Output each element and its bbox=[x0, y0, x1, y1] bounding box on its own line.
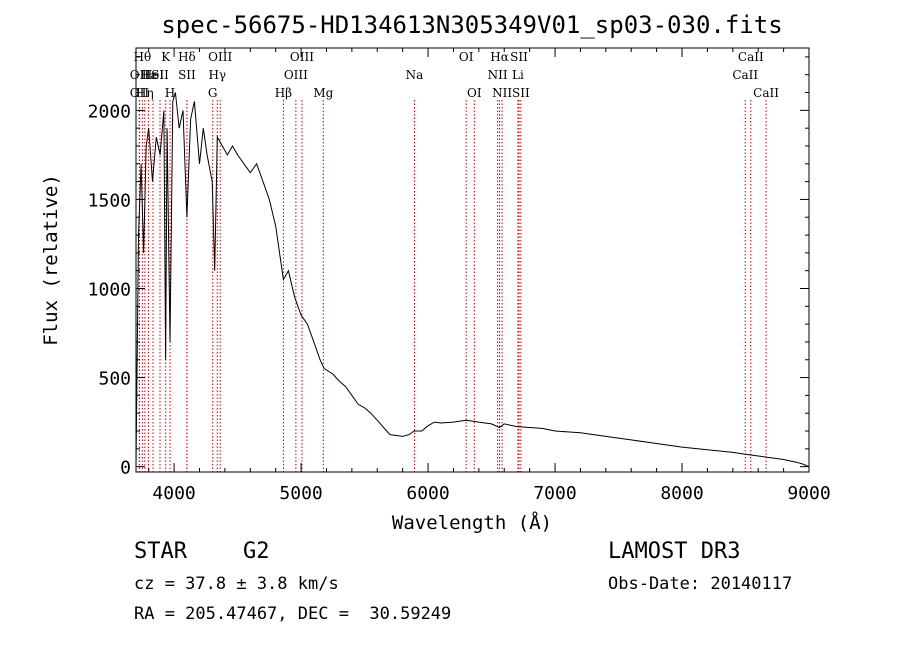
coordinates: RA = 205.47467, DEC = 30.59249 bbox=[134, 604, 452, 624]
observation-date: Obs-Date: 20140117 bbox=[608, 574, 793, 594]
spectral-line-label: NII bbox=[488, 68, 508, 82]
x-tick-label: 4000 bbox=[152, 483, 195, 504]
y-tick-label: 2000 bbox=[88, 101, 131, 122]
spectral-line-markers: OIIOIIHθHηHεHeISIIKHHδSIIGHγOIIIHβOIIIOI… bbox=[130, 50, 779, 472]
spectral-line-label: HeI bbox=[142, 68, 165, 82]
y-tick-label: 0 bbox=[120, 458, 131, 479]
spectral-line-label: OIII bbox=[208, 50, 232, 64]
spectral-line-label: SII bbox=[512, 86, 530, 100]
spectral-line-label: Hη bbox=[136, 86, 154, 100]
x-tick-label: 6000 bbox=[406, 483, 449, 504]
spectral-line-label: Hθ bbox=[133, 50, 151, 64]
axis-ticks: 4000 5000 6000 7000 8000 9000 0 500 1000 1500 2000 bbox=[88, 48, 831, 504]
survey-name: LAMOST DR3 bbox=[608, 539, 741, 564]
flux-series-line bbox=[135, 92, 810, 468]
y-axis-label: Flux (relative) bbox=[40, 174, 62, 346]
spectral-line-label: OIII bbox=[284, 68, 308, 82]
spectral-line-label: OIII bbox=[290, 50, 314, 64]
spectral-line-label: SII bbox=[178, 68, 196, 82]
spectral-line-label: Hα bbox=[490, 50, 509, 64]
spectral-line-label: Na bbox=[406, 68, 424, 82]
object-subclass: G2 bbox=[243, 539, 270, 564]
spectral-line-label: OI bbox=[459, 50, 474, 64]
spectral-line-label: SII bbox=[510, 50, 528, 64]
spectral-line-label: NII bbox=[492, 86, 512, 100]
x-tick-label: 9000 bbox=[787, 483, 830, 504]
spectral-line-label: H bbox=[165, 86, 175, 100]
spectrum-chart: spec-56675-HD134613N305349V01_sp03-030.f… bbox=[40, 11, 831, 534]
x-tick-label: 5000 bbox=[279, 483, 322, 504]
spectral-line-label: OI bbox=[467, 86, 482, 100]
spectral-line-label: G bbox=[208, 86, 218, 100]
x-axis-label: Wavelength (Å) bbox=[392, 511, 552, 534]
redshift-value: cz = 37.8 ± 3.8 km/s bbox=[134, 574, 339, 594]
plot-frame bbox=[135, 47, 810, 473]
chart-title: spec-56675-HD134613N305349V01_sp03-030.f… bbox=[161, 11, 782, 39]
spectral-line-label: Hγ bbox=[208, 68, 226, 82]
x-tick-label: 7000 bbox=[533, 483, 576, 504]
spectral-line-label: CaII bbox=[753, 86, 779, 100]
spectral-line-label: Li bbox=[512, 68, 524, 82]
y-tick-label: 1500 bbox=[88, 190, 131, 211]
y-tick-label: 500 bbox=[98, 369, 131, 390]
spectral-line-label: CaII bbox=[738, 50, 764, 64]
spectral-line-label: K bbox=[161, 50, 171, 64]
spectral-line-label: Mg bbox=[313, 86, 333, 100]
y-tick-label: 1000 bbox=[88, 280, 131, 301]
spectral-line-label: Hε bbox=[140, 68, 157, 82]
spectral-line-label: Hδ bbox=[178, 50, 196, 64]
spectral-line-label: Hβ bbox=[275, 86, 292, 100]
x-tick-label: 8000 bbox=[660, 483, 703, 504]
object-class: STAR bbox=[134, 539, 187, 564]
spectral-line-label: CaII bbox=[732, 68, 758, 82]
spectral-line-label: SII bbox=[151, 68, 169, 82]
